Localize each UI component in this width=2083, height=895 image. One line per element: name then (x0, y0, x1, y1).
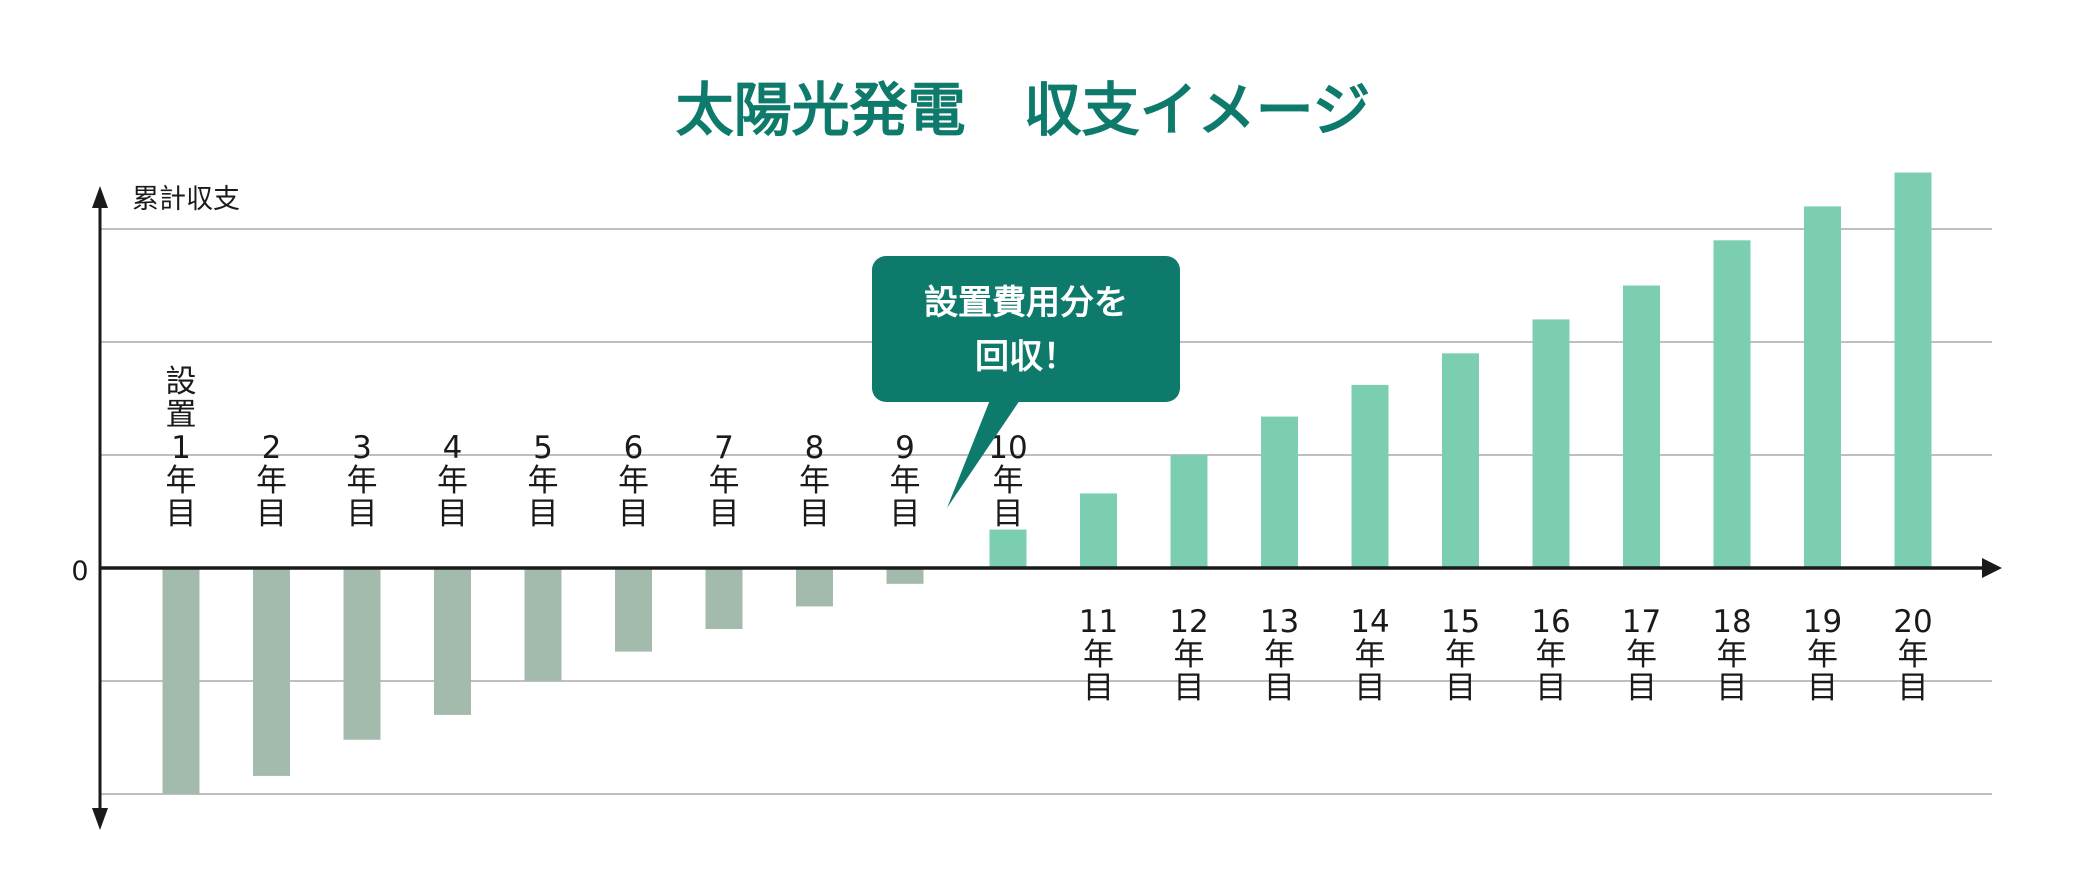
category-label-11-2: 目 (1083, 670, 1114, 706)
category-label-12-0: 12 (1169, 604, 1208, 640)
category-label-9-0: 9 (895, 430, 915, 466)
category-label-17-0: 17 (1622, 604, 1661, 640)
x-axis-arrow (1982, 558, 2002, 578)
category-label-20-2: 目 (1898, 670, 1929, 706)
category-label-8-1: 年 (799, 463, 830, 499)
category-label-6-1: 年 (618, 463, 649, 499)
category-label-4-1: 年 (437, 463, 468, 499)
callout-line1: 設置費用分を (924, 283, 1128, 323)
category-label-19-0: 19 (1803, 604, 1842, 640)
bar-10 (989, 529, 1027, 568)
category-label-16-0: 16 (1531, 604, 1570, 640)
category-label-13-1: 年 (1264, 637, 1295, 673)
callout-pointer (947, 400, 1020, 508)
category-label-18-1: 年 (1717, 637, 1748, 673)
gridlines (100, 228, 1992, 795)
axes (92, 186, 2002, 830)
category-label-20-1: 年 (1898, 637, 1929, 673)
bar-20 (1894, 172, 1932, 568)
category-label-17-1: 年 (1626, 637, 1657, 673)
category-label-1-4: 目 (166, 496, 197, 532)
bar-4 (434, 568, 471, 715)
category-label-14-1: 年 (1355, 637, 1386, 673)
category-label-11-1: 年 (1083, 637, 1114, 673)
category-label-6-2: 目 (618, 496, 649, 532)
category-label-12-1: 年 (1174, 637, 1205, 673)
bar-17 (1623, 285, 1660, 568)
bar-8 (796, 568, 833, 607)
category-label-20-0: 20 (1893, 604, 1932, 640)
bar-13 (1261, 416, 1298, 568)
category-label-15-0: 15 (1441, 604, 1480, 640)
callout-line2: 回収！ (975, 337, 1077, 377)
zero-label: 0 (71, 556, 88, 587)
bar-3 (343, 568, 381, 740)
category-label-19-1: 年 (1807, 637, 1838, 673)
category-label-14-2: 目 (1355, 670, 1386, 706)
category-label-7-1: 年 (709, 463, 740, 499)
category-label-7-0: 7 (714, 430, 734, 466)
bar-18 (1713, 240, 1751, 569)
bar-19 (1804, 206, 1841, 568)
bar-11 (1080, 493, 1117, 568)
bar-14 (1351, 384, 1389, 568)
bar-7 (705, 568, 743, 630)
category-label-16-2: 目 (1536, 670, 1567, 706)
bars (162, 172, 1932, 794)
category-label-3-2: 目 (347, 496, 378, 532)
bar-9 (886, 568, 924, 584)
category-label-15-1: 年 (1445, 637, 1476, 673)
category-label-14-0: 14 (1350, 604, 1389, 640)
category-label-15-2: 目 (1445, 670, 1476, 706)
callout-box (872, 256, 1180, 402)
category-label-2-1: 年 (256, 463, 287, 499)
category-label-11-0: 11 (1079, 604, 1118, 640)
bar-15 (1442, 353, 1479, 568)
category-label-3-1: 年 (347, 463, 378, 499)
category-label-4-0: 4 (443, 430, 463, 466)
chart-title: 太陽光発電 収支イメージ (676, 76, 1371, 144)
category-label-18-2: 目 (1717, 670, 1748, 706)
category-label-17-2: 目 (1626, 670, 1657, 706)
category-label-8-0: 8 (805, 430, 825, 466)
category-label-8-2: 目 (799, 496, 830, 532)
bar-16 (1532, 319, 1570, 568)
category-label-9-1: 年 (890, 463, 921, 499)
category-label-4-2: 目 (437, 496, 468, 532)
category-label-5-1: 年 (528, 463, 559, 499)
category-label-13-0: 13 (1260, 604, 1299, 640)
bar-12 (1170, 455, 1208, 568)
category-label-10-1: 年 (993, 463, 1024, 499)
y-axis-arrow-up (92, 186, 108, 208)
category-label-18-0: 18 (1712, 604, 1751, 640)
category-label-2-2: 目 (256, 496, 287, 532)
category-labels: 設置1年目2年目3年目4年目5年目6年目7年目8年目9年目10年目11年目12年… (166, 364, 1933, 706)
category-label-9-2: 目 (890, 496, 921, 532)
category-label-1-0: 設 (166, 364, 197, 400)
category-label-16-1: 年 (1536, 637, 1567, 673)
category-label-13-2: 目 (1264, 670, 1295, 706)
category-label-19-2: 目 (1807, 670, 1838, 706)
y-axis-label: 累計収支 (132, 184, 240, 215)
category-label-12-2: 目 (1174, 670, 1205, 706)
category-label-5-0: 5 (533, 430, 553, 466)
callout: 設置費用分を 回収！ (872, 256, 1180, 508)
category-label-1-1: 置 (166, 397, 197, 433)
category-label-1-2: 1 (171, 430, 191, 466)
category-label-6-0: 6 (624, 430, 644, 466)
category-label-5-2: 目 (528, 496, 559, 532)
category-label-2-0: 2 (262, 430, 282, 466)
bar-1 (162, 568, 200, 794)
y-axis-arrow-down (92, 808, 108, 830)
category-label-1-3: 年 (166, 463, 197, 499)
category-label-10-2: 目 (993, 496, 1024, 532)
bar-6 (615, 568, 652, 652)
bar-2 (253, 568, 290, 776)
bar-5 (524, 568, 562, 681)
category-label-7-2: 目 (709, 496, 740, 532)
category-label-3-0: 3 (352, 430, 372, 466)
